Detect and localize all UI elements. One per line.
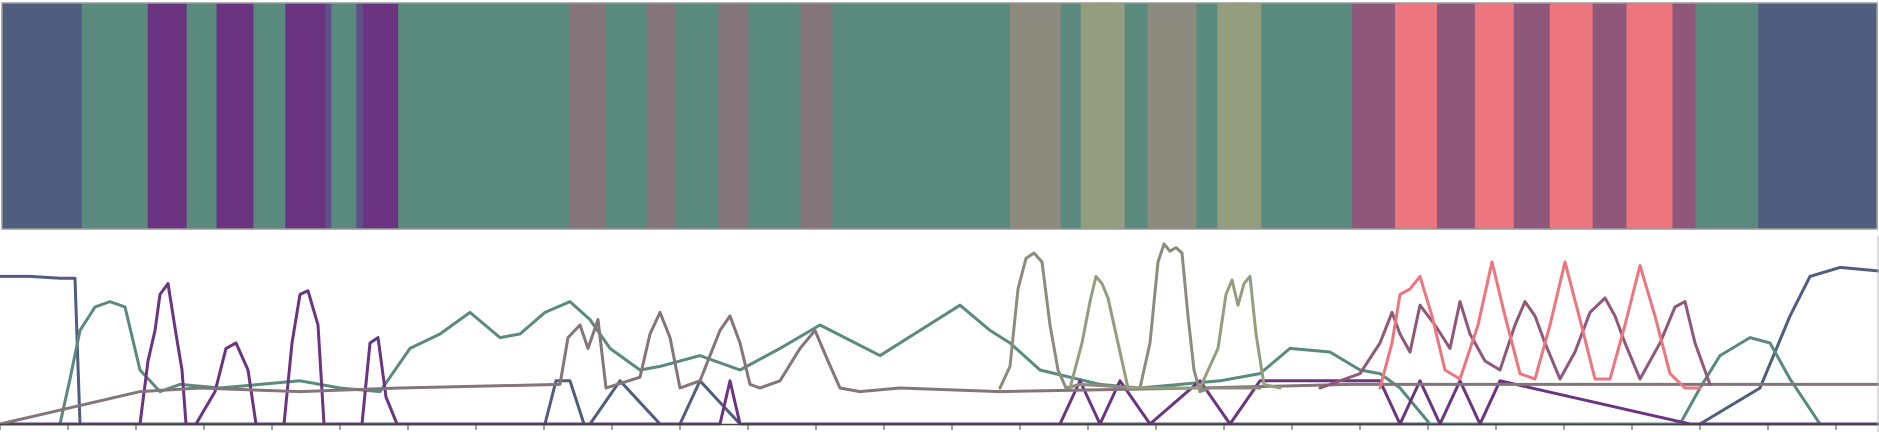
heatmap-segment-15	[646, 3, 677, 229]
heatmap-segment-36	[1626, 3, 1674, 229]
heatmap-segment-32	[1474, 3, 1515, 229]
heatmap-segment-31	[1436, 3, 1476, 229]
heatmap-segment-9	[331, 3, 357, 229]
heatmap-frame	[1, 2, 1878, 230]
heatmap-segment-30	[1395, 3, 1438, 229]
heatmap-segment-25	[1147, 3, 1198, 229]
heatmap-strip	[2, 3, 1878, 229]
heatmap-segment-2	[81, 3, 149, 229]
heatmap-segment-38	[1695, 3, 1759, 229]
heatmap-segment-12	[398, 3, 570, 229]
heatmap-segment-23	[1080, 3, 1126, 229]
heatmap-segment-28	[1261, 3, 1353, 229]
x-axis-ticks	[0, 424, 1837, 430]
series-line-khaki	[998, 242, 1262, 394]
heatmap-segment-20	[832, 3, 1011, 229]
heatmap-segment-6	[253, 3, 286, 229]
heatmap-segment-1	[2, 3, 83, 229]
heatmap-segment-19	[800, 3, 833, 229]
heatmap-segment-14	[605, 3, 648, 229]
heatmap-segment-35	[1592, 3, 1628, 229]
heatmap-segment-24	[1124, 3, 1149, 229]
series-line-slate	[0, 265, 1879, 426]
heatmap-segment-5	[216, 3, 255, 229]
heatmap-segment-8	[325, 3, 332, 229]
heatmap-segment-18	[748, 3, 801, 229]
series-line-olive	[1068, 274, 1282, 390]
heatmap-segment-26	[1196, 3, 1219, 229]
heatmap-segment-4	[186, 3, 218, 229]
series-line-coral	[1378, 260, 1702, 390]
series-line-mauve	[0, 310, 1879, 426]
line-panel	[0, 242, 1879, 426]
heatmap-segment-21	[1009, 3, 1062, 229]
series-line-plum	[1318, 296, 1712, 390]
heatmap-segment-39	[1758, 3, 1878, 229]
heatmap-segment-29	[1352, 3, 1396, 229]
heatmap-segment-37	[1672, 3, 1696, 229]
heatmap-segment-10	[356, 3, 364, 229]
heatmap-segment-3	[147, 3, 188, 229]
heatmap-segment-16	[675, 3, 720, 229]
heatmap-segment-13	[568, 3, 607, 229]
heatmap-segment-34	[1549, 3, 1594, 229]
heatmap-segment-7	[285, 3, 326, 229]
heatmap-segment-11	[363, 3, 399, 229]
heatmap-segment-33	[1513, 3, 1551, 229]
heatmap-segment-17	[718, 3, 750, 229]
series-line-teal	[0, 300, 1879, 426]
heatmap-segment-22	[1060, 3, 1082, 229]
heatmap-segment-27	[1217, 3, 1262, 229]
